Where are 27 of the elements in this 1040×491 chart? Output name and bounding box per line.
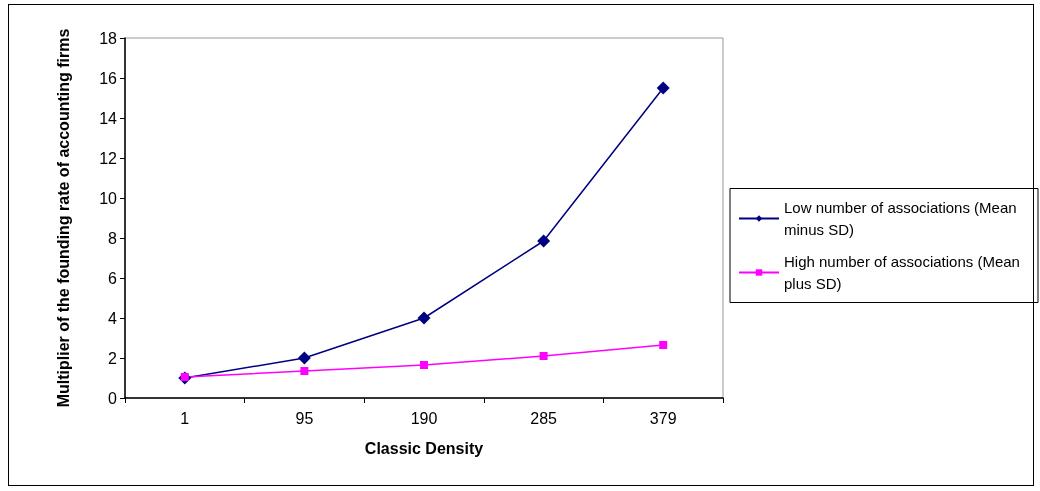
y-tick-label: 14 — [99, 109, 118, 127]
y-tick-label: 0 — [108, 389, 118, 407]
x-tick-label: 95 — [295, 409, 314, 427]
legend-label: High number of associations (Mean plus SD) — [784, 253, 1025, 292]
point — [539, 352, 548, 360]
y-tick-label: 8 — [108, 229, 118, 247]
x-axis-title: Classic Density — [364, 439, 484, 457]
point — [300, 367, 309, 375]
point — [659, 341, 668, 349]
x-tick-label: 379 — [649, 409, 677, 427]
y-tick-label: 6 — [108, 269, 118, 287]
point — [656, 81, 670, 95]
point — [420, 361, 428, 369]
x-tick-label: 190 — [410, 409, 438, 427]
y-tick-label: 18 — [99, 29, 118, 47]
y-tick-label: 4 — [108, 309, 118, 327]
y-tick-label: 2 — [108, 349, 118, 367]
legend-label: Low number of associations (Mean minus SD) — [784, 199, 1021, 238]
point — [417, 311, 431, 325]
y-tick-label: 16 — [99, 69, 118, 87]
x-tick-label: 285 — [530, 409, 558, 427]
y-tick-label: 10 — [99, 189, 118, 207]
point — [297, 351, 311, 365]
point — [537, 234, 551, 248]
y-tick-label: 12 — [99, 149, 118, 167]
x-tick-label: 1 — [180, 409, 190, 427]
y-axis-title: Multiplier of the founding rate of accounting firms — [54, 28, 72, 408]
